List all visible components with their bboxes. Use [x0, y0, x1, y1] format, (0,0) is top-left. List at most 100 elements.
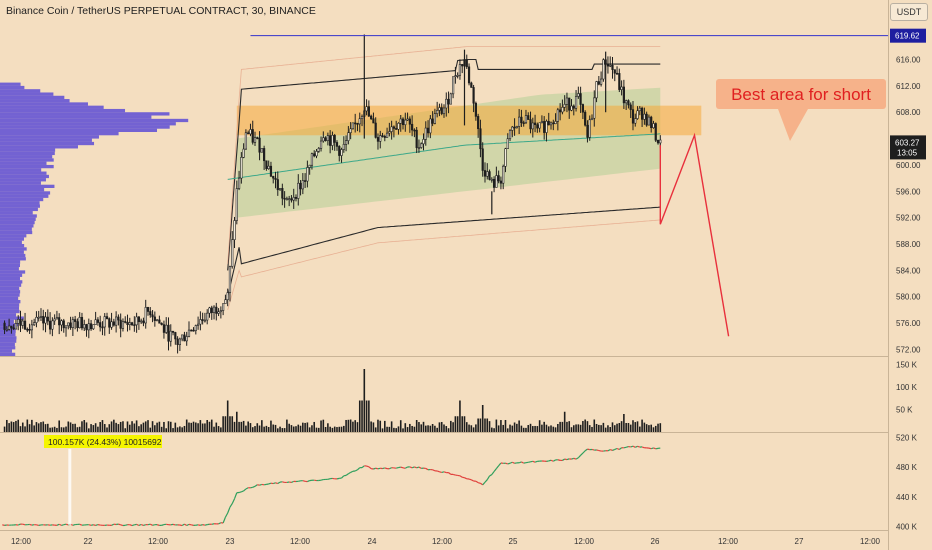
volume-bar [217, 426, 220, 432]
candle-body [381, 135, 384, 137]
volume-bar [639, 426, 641, 432]
volume-bar [413, 426, 416, 432]
volume-bar [547, 426, 550, 432]
volume-bar [295, 426, 297, 432]
volume-bar [201, 423, 204, 432]
obv-segment [614, 447, 618, 451]
volume-bar [406, 427, 409, 432]
volume-bar [559, 421, 561, 432]
candle-body [297, 182, 300, 199]
volume-bar [311, 425, 313, 432]
candle-body [467, 66, 471, 84]
volume-bar [443, 424, 445, 432]
volume-bar [256, 423, 259, 432]
candle-body [231, 239, 234, 267]
candle-body [121, 321, 125, 329]
volume-bar [395, 428, 397, 432]
volume-bar [92, 425, 95, 432]
obv-segment [143, 524, 146, 526]
candle-body [574, 96, 578, 109]
time-tick-label: 12:00 [290, 537, 311, 546]
obv-tick-label: 480 K [896, 463, 918, 472]
candle-body [62, 320, 65, 329]
candle-body [431, 118, 434, 124]
candle-body [283, 197, 286, 200]
volume-bar [550, 425, 552, 432]
obv-segment [277, 481, 281, 485]
candle-body [597, 81, 600, 85]
candle-body [347, 132, 350, 141]
obv-segment [72, 523, 76, 526]
volume-profile-bar [0, 257, 26, 261]
obv-segment [307, 480, 310, 483]
candle-body [344, 140, 348, 145]
time-axis[interactable]: 12:00 22 12:00 23 12:00 24 12:00 25 12:00 26 12:00… [11, 537, 881, 546]
obv-segment [259, 483, 263, 486]
volume-profile-bar [0, 283, 22, 287]
candle-body [310, 153, 314, 166]
volume-bar [290, 425, 293, 432]
candle-body [367, 106, 370, 117]
candle-body [481, 148, 484, 171]
candle-body [237, 177, 241, 189]
volume-bar [238, 421, 240, 432]
volume-bar [320, 420, 322, 432]
obv-segment [111, 523, 115, 526]
candle-body [272, 175, 275, 179]
candle-body [80, 317, 84, 329]
volume-bar [347, 419, 350, 432]
volume-bar [402, 428, 404, 432]
volume-profile-bar [0, 108, 126, 113]
obv-segment [211, 523, 215, 525]
volume-bar [128, 424, 131, 432]
candle-body [156, 319, 159, 322]
volume-bar [190, 422, 193, 432]
obv-tick-label: 520 K [896, 434, 918, 443]
obv-segment [637, 445, 641, 448]
candle-body [513, 126, 516, 129]
obv-pane: 100.157K (24.43%) 10015692 520 K 480 K 440 … [2, 434, 918, 531]
volume-bar [372, 422, 375, 432]
obv-segment [409, 466, 413, 469]
volume-bar [272, 424, 275, 432]
candle-body [322, 137, 325, 142]
candle-body [258, 137, 261, 153]
volume-bar [450, 420, 452, 432]
obv-segment [161, 523, 165, 526]
candle-body [28, 329, 31, 331]
volume-bar [545, 424, 548, 432]
candle-body [531, 122, 534, 130]
candle-body [53, 318, 56, 322]
candle-body [313, 153, 316, 157]
obv-segment [491, 471, 495, 475]
volume-bar [611, 422, 614, 432]
candle-body [420, 143, 423, 148]
candle-body [290, 198, 293, 201]
obv-segment [63, 523, 67, 526]
volume-profile-bar [0, 303, 20, 307]
candle-body [543, 121, 546, 133]
candle-body [317, 148, 320, 152]
candle-body [167, 324, 170, 342]
obv-segment [464, 477, 468, 480]
obv-segment [90, 524, 94, 526]
volume-bar [345, 419, 347, 432]
candle-body [222, 303, 225, 311]
volume-bar [115, 422, 117, 432]
obv-segment [129, 524, 133, 527]
candle-body [194, 325, 197, 331]
volume-bar [561, 421, 564, 432]
candle-body [650, 116, 653, 129]
obv-segment [607, 449, 611, 452]
annotation-callout[interactable]: Best area for short [716, 79, 886, 141]
obv-segment [120, 524, 124, 527]
candle-body [636, 110, 639, 119]
currency-button[interactable]: USDT [890, 3, 928, 21]
candle-body [581, 104, 584, 113]
price-axis[interactable]: 616.00612.00608.00604.00600.00596.00592.… [890, 28, 926, 355]
obv-segment [564, 458, 568, 461]
candle-body [176, 338, 179, 345]
volume-profile-bar [0, 244, 25, 248]
obv-segment [302, 480, 306, 482]
